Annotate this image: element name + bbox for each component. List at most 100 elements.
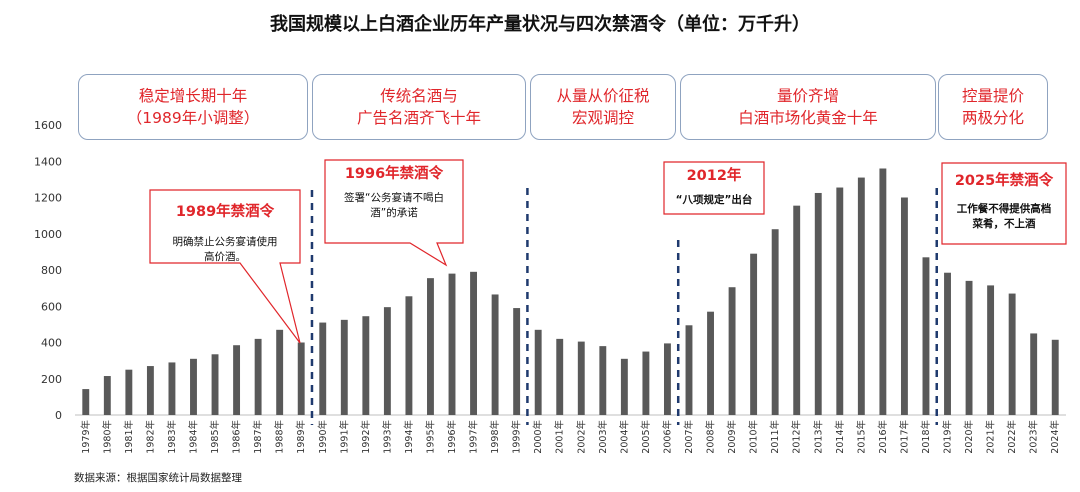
bar-1981年 <box>125 369 133 415</box>
x-tick-label: 2003年 <box>597 420 609 454</box>
bar-2007年 <box>685 325 693 415</box>
x-tick-label: 1995年 <box>424 420 436 454</box>
bar-2014年 <box>836 187 844 415</box>
bar-2016年 <box>879 168 887 415</box>
phase-2-line2: 广告名酒齐飞十年 <box>356 109 481 127</box>
y-tick-label: 400 <box>41 337 62 350</box>
phase-3-line2: 宏观调控 <box>571 109 634 127</box>
x-tick-label: 1991年 <box>338 420 350 454</box>
bar-1999年 <box>513 308 521 415</box>
chart-title: 我国规模以上白酒企业历年产量状况与四次禁酒令（单位：万千升） <box>270 14 810 35</box>
phase-box-4: 量价齐增 白酒市场化黄金十年 <box>680 74 936 140</box>
x-tick-label: 1985年 <box>209 420 221 454</box>
x-tick-label: 2014年 <box>834 420 846 454</box>
bar-1985年 <box>211 354 219 415</box>
bar-2017年 <box>900 197 908 415</box>
phase-5-line2: 两极分化 <box>961 109 1024 127</box>
phase-1-line2: （1989年小调整） <box>126 109 260 127</box>
phase-box-2: 传统名酒与 广告名酒齐飞十年 <box>312 74 526 140</box>
phase-box-1: 稳定增长期十年 （1989年小调整） <box>78 74 308 140</box>
x-tick-label: 2008年 <box>705 420 717 454</box>
callout-1989-line1: 明确禁止公务宴请使用 <box>172 236 278 248</box>
bar-2009年 <box>728 287 736 415</box>
x-tick-label: 1993年 <box>381 420 393 454</box>
bar-2005年 <box>642 351 650 415</box>
bar-2015年 <box>857 177 865 415</box>
bar-2001年 <box>556 338 564 415</box>
bar-1991年 <box>340 319 348 415</box>
x-tick-label: 2024年 <box>1049 420 1061 454</box>
callout-2025-line1: 工作餐不得提供高档 <box>956 203 1052 215</box>
bar-2006年 <box>663 343 671 415</box>
bar-2003年 <box>599 346 607 415</box>
y-tick-label: 1600 <box>34 119 62 132</box>
bar-1989年 <box>297 342 305 415</box>
bar-2022年 <box>1008 293 1016 415</box>
x-tick-label: 2005年 <box>640 420 652 454</box>
x-tick-label: 1998年 <box>489 420 501 454</box>
bar-1996年 <box>448 273 456 415</box>
callout-1989-line2: 高价酒。 <box>204 251 246 263</box>
bar-1992年 <box>362 316 370 415</box>
x-tick-label: 2001年 <box>554 420 566 454</box>
callout-2025-title: 2025年禁酒令 <box>954 173 1054 189</box>
bar-1979年 <box>82 389 90 415</box>
y-tick-label: 200 <box>41 373 62 386</box>
x-tick-label: 2007年 <box>683 420 695 454</box>
x-tick-label: 2013年 <box>812 420 824 454</box>
data-source-note: 数据来源：根据国家统计局数据整理 <box>74 472 242 484</box>
bar-2021年 <box>987 285 995 415</box>
x-tick-label: 1989年 <box>295 420 307 454</box>
y-tick-label: 0 <box>55 409 62 422</box>
x-tick-label: 2017年 <box>898 420 910 454</box>
callout-1996-title: 1996年禁酒令 <box>344 166 444 182</box>
x-tick-label: 2012年 <box>791 420 803 454</box>
bar-2002年 <box>577 341 585 415</box>
x-tick-label: 1994年 <box>403 420 415 454</box>
x-tick-label: 2002年 <box>575 420 587 454</box>
x-tick-label: 1983年 <box>166 420 178 454</box>
bar-2004年 <box>620 358 628 415</box>
bar-2011年 <box>771 229 779 415</box>
x-tick-label: 2016年 <box>877 420 889 454</box>
bar-1995年 <box>427 278 434 415</box>
callout-1989: 1989年禁酒令 明确禁止公务宴请使用 高价酒。 <box>150 200 300 265</box>
x-tick-label: 2009年 <box>726 420 738 454</box>
phase-4-line2: 白酒市场化黄金十年 <box>738 109 878 127</box>
bar-2023年 <box>1030 333 1038 415</box>
x-tick-label: 2023年 <box>1028 420 1040 454</box>
y-tick-label: 1400 <box>34 155 62 168</box>
bar-1983年 <box>168 362 176 415</box>
bar-2008年 <box>707 311 714 415</box>
x-tick-label: 1980年 <box>101 420 113 454</box>
bar-2010年 <box>750 253 758 415</box>
callout-2012-line1: “八项规定”出台 <box>675 194 753 206</box>
x-tick-label: 2015年 <box>855 420 867 454</box>
bar-2013年 <box>814 192 822 415</box>
bar-1984年 <box>190 358 197 415</box>
y-tick-label: 1000 <box>34 228 62 241</box>
bar-2018年 <box>922 257 930 415</box>
phase-box-5: 控量提价 两极分化 <box>938 74 1048 140</box>
callout-2025-line2: 菜肴，不上酒 <box>972 218 1036 230</box>
callout-2012-title: 2012年 <box>686 168 742 184</box>
y-tick-label: 1200 <box>34 192 62 205</box>
bar-1982年 <box>146 366 154 415</box>
x-tick-label: 2010年 <box>748 420 760 454</box>
x-tick-label: 1992年 <box>360 420 372 454</box>
x-tick-label: 2018年 <box>920 420 932 454</box>
callout-1996: 1996年禁酒令 签署“公务宴请不喝白 酒”的承诺 <box>325 162 463 221</box>
phase-1-line1: 稳定增长期十年 <box>138 87 248 105</box>
x-tick-label: 1987年 <box>252 420 264 454</box>
x-tick-label: 1988年 <box>274 420 286 454</box>
bar-1997年 <box>470 271 478 415</box>
bar-1994年 <box>405 296 413 415</box>
x-tick-label: 1981年 <box>123 420 135 454</box>
callout-1989-title: 1989年禁酒令 <box>175 204 275 220</box>
phase-3-line1: 从量从价征税 <box>556 87 650 105</box>
bar-2000年 <box>534 329 542 415</box>
x-tick-label: 1986年 <box>231 420 243 454</box>
x-tick-label: 2021年 <box>985 420 997 454</box>
callout-1996-line2: 酒”的承诺 <box>370 207 418 219</box>
